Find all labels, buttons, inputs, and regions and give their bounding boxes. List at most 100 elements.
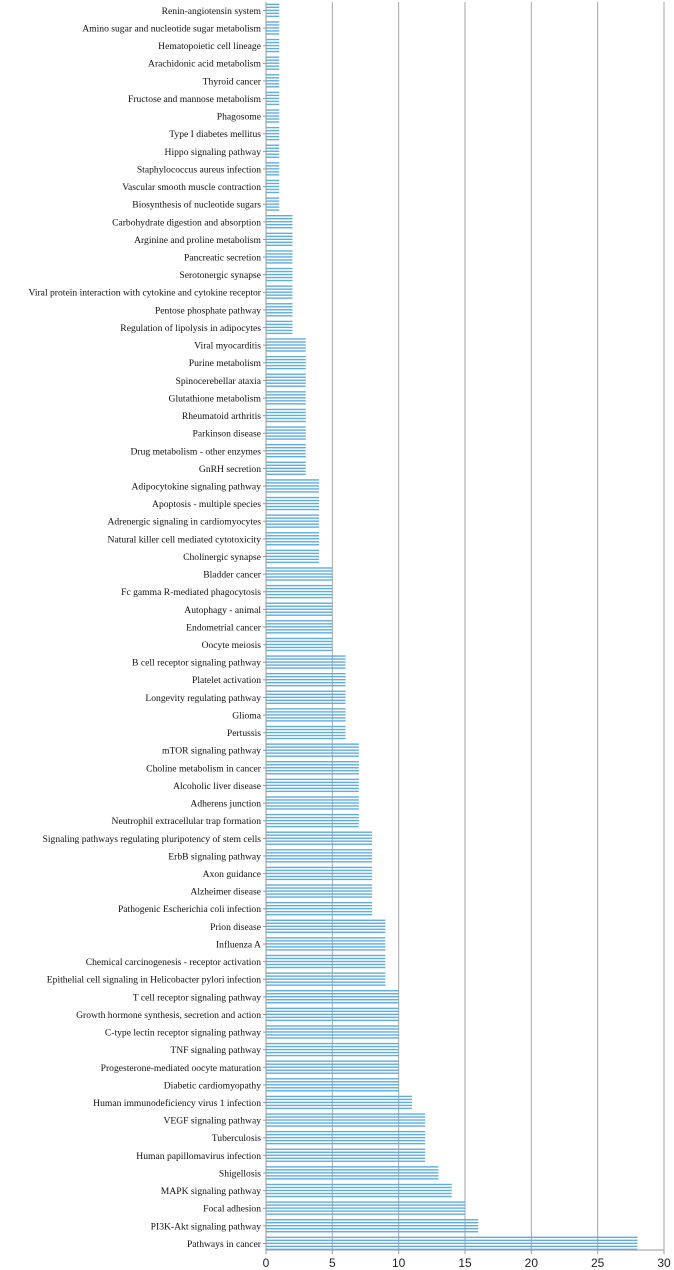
category-label: Bladder cancer [203,570,262,581]
bar-stripe [266,1210,465,1212]
bar-stripe [266,714,346,716]
category-label: Staphylococcus aureus infection [137,164,261,175]
bar-stripe [266,358,306,361]
bar-68 [266,1183,452,1198]
bar-stripe [266,1136,426,1139]
bar-stripe [266,1066,399,1068]
category-label: Type I diabetes mellitus [169,129,261,140]
bar-stripe [266,297,293,299]
bar-stripe [266,118,280,120]
category-label: Carbohydrate digestion and absorption [112,217,261,228]
bar-stripe [266,238,293,241]
bar-stripe [266,646,333,649]
bar-stripe [266,702,346,704]
bar-stripe [266,728,346,731]
bar-stripe [266,672,346,675]
bar-stripe [266,837,373,839]
bar-stripe [266,755,359,757]
bar-stripe [266,1007,399,1010]
bar-stripe [266,978,386,980]
bar-12 [266,197,280,211]
category-label: Vascular smooth muscle contraction [122,182,261,193]
bar-stripe [266,664,346,666]
bar-stripe [266,385,306,387]
category-label: Endometrial cancer [186,622,262,633]
bar-stripe [266,47,280,50]
bar-stripe [266,520,320,522]
bar-stripe [266,878,373,881]
bar-stripe [266,731,346,734]
bar-stripe [266,1098,412,1101]
category-label: Amino sugar and nucleotide sugar metabol… [82,24,261,35]
bar-stripe [266,100,280,103]
bar-stripe [266,446,306,449]
category-label: PI3K-Akt signaling pathway [151,1221,262,1232]
bar-71 [266,1236,638,1251]
bar-48 [266,831,373,845]
bar-stripe [266,1189,452,1192]
category-label: Autophagy - animal [184,605,261,616]
category-label: GnRH secretion [199,464,261,475]
category-label: Progesterone-mediated oocyte maturation [101,1063,262,1074]
bar-stripe [266,382,306,384]
bar-stripe [266,861,373,863]
bar-stripe [266,429,306,431]
bar-stripe [266,928,386,930]
bar-stripe [266,367,306,370]
bar-stripe [266,403,306,405]
bar-stripe [266,910,373,913]
bar-stripe [266,778,359,781]
bar-stripe [266,658,346,660]
bar-9 [266,144,280,158]
bar-stripe [266,555,320,558]
bar-56 [266,972,386,986]
category-label: Prion disease [210,922,261,933]
bar-stripe [266,147,280,149]
bar-stripe [266,508,320,511]
bar-stripe [266,925,386,927]
bar-stripe [266,544,320,546]
bar-stripe [266,661,346,663]
bar-stripe [266,250,293,252]
bar-43 [266,743,359,757]
bar-stripe [266,408,306,411]
bar-stripe [266,1222,479,1224]
bar-51 [266,884,373,898]
category-label: Influenza A [216,939,261,950]
bar-stripe [266,1078,399,1080]
bar-stripe [266,496,320,499]
bar-stripe [266,584,333,587]
bar-53 [266,919,386,933]
bar-stripe [266,931,386,933]
bar-stripe [266,44,280,47]
bar-stripe [266,320,293,323]
bar-stripe [266,171,280,173]
category-label: Parkinson disease [193,429,261,440]
bar-5 [266,74,280,88]
bar-stripe [266,875,373,878]
bar-stripe [266,479,320,481]
axes [263,2,665,1254]
bar-stripe [266,799,359,801]
bar-39 [266,672,346,687]
bar-stripe [266,822,359,825]
category-label: Fructose and mannose metabolism [128,94,261,105]
bar-stripe [266,538,320,540]
bar-stripe [266,438,306,440]
bar-stripe [266,6,280,9]
category-label: Natural killer cell mediated cytotoxicit… [108,534,262,545]
bar-stripe [266,227,293,229]
bar-stripe [266,746,359,748]
bar-stripe [266,787,359,790]
bar-stripe [266,191,280,194]
bar-19 [266,320,293,335]
bar-stripe [266,725,346,728]
bar-stripe [266,426,306,428]
bar-stripe [266,764,359,766]
bar-stripe [266,907,373,910]
category-label: T cell receptor signaling pathway [133,992,261,1003]
category-label: Axon guidance [203,869,261,880]
bar-stripe [266,203,280,205]
bar-stripe [266,1219,479,1221]
category-label: VEGF signaling pathway [163,1116,261,1127]
